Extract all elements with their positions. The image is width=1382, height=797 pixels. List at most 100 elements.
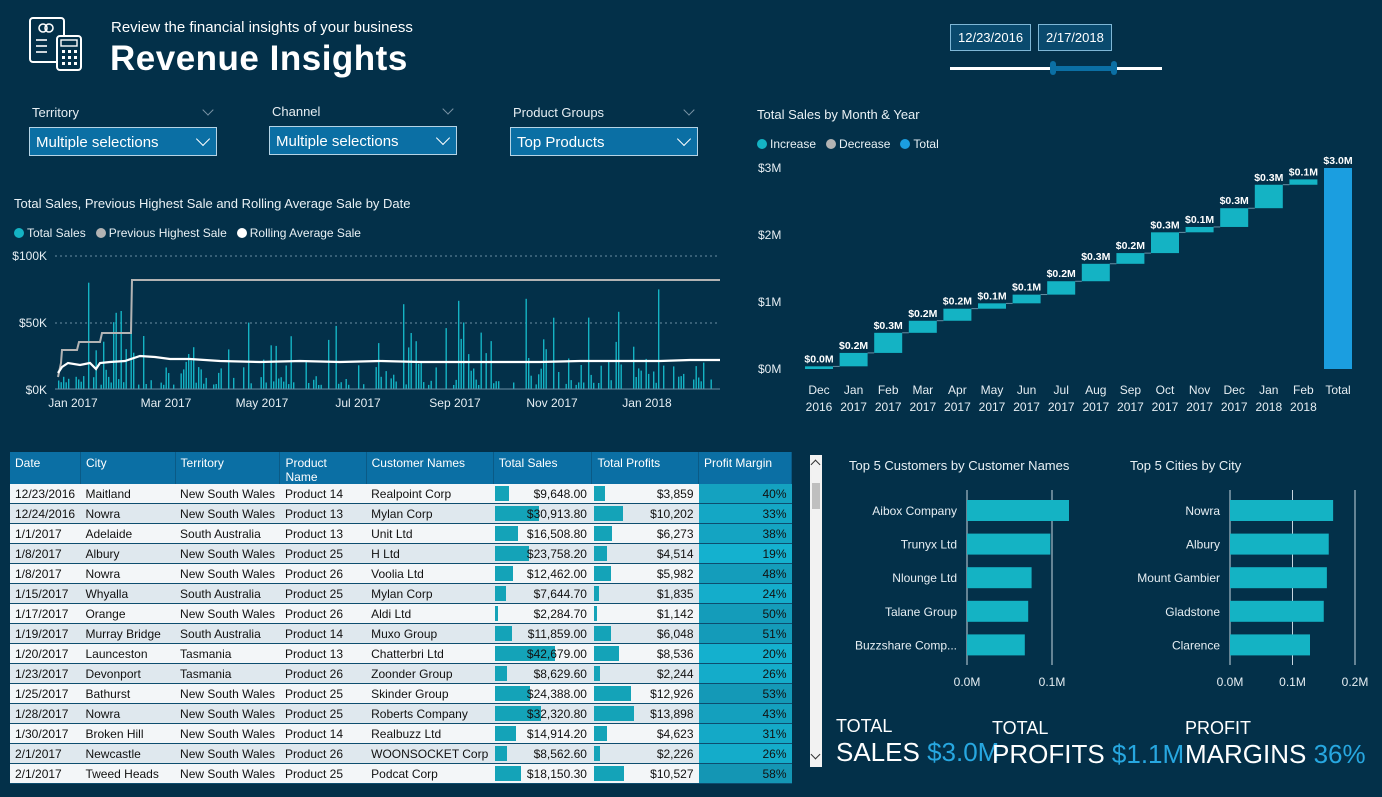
sales-spike [418,363,420,389]
col-city[interactable]: City [80,452,176,484]
table-row[interactable]: 1/25/2017 Bathurst New South Wales Product … [10,683,792,704]
profit-databar [593,606,598,621]
sales-spike [525,298,527,389]
table-row[interactable]: 1/1/2017 Adelaide South Australia Product 1… [10,523,792,544]
wf-increase-bar[interactable] [1012,294,1041,304]
date-end-input[interactable]: 2/17/2018 [1038,24,1112,51]
app-logo-icon [27,16,85,74]
bar[interactable] [967,533,1051,555]
wf-increase-bar[interactable] [839,352,868,367]
sales-spike [495,381,497,389]
scroll-thumb[interactable] [812,483,820,509]
bar[interactable] [967,500,1069,521]
product-groups-collapse-icon[interactable] [683,104,695,116]
table-cell: 50% [698,603,792,624]
top-cities-chart[interactable]: 0.0M 0.1M 0.2M Nowra Albury Mount Gambier Glad… [1110,480,1382,695]
table-row[interactable]: 1/17/2017 Orange New South Wales Product 26… [10,603,792,624]
col-date[interactable]: Date [10,452,81,484]
territory-collapse-icon[interactable] [202,104,214,116]
wf-increase-bar[interactable] [1151,232,1179,254]
wf-increase-bar[interactable] [1047,281,1076,295]
col-territory[interactable]: Territory [175,452,281,484]
slider-handle-start[interactable] [1050,61,1056,75]
table-row[interactable]: 1/30/2017 Broken Hill New South Wales Produ… [10,723,792,744]
date-start-input[interactable]: 12/23/2016 [950,24,1032,51]
table-row[interactable]: 1/8/2017 Nowra New South Wales Product 26 Vo… [10,563,792,584]
table-row[interactable]: 2/1/2017 Tweed Heads New South Wales Produc… [10,763,792,784]
legend-decrease[interactable]: Decrease [826,137,890,151]
bar[interactable] [967,634,1025,656]
sales-databar [495,726,517,741]
table-row[interactable]: 1/20/2017 Launceston Tasmania Product 13 Cha… [10,643,792,664]
col-profit-margin[interactable]: Profit Margin [698,452,792,484]
wf-x-year: 2017 [1082,400,1109,414]
channel-collapse-icon[interactable] [442,103,454,115]
wf-increase-bar[interactable] [978,303,1006,309]
x-tick-may-2017: May 2017 [236,396,289,410]
sales-spike [243,367,245,389]
table-row[interactable]: 1/19/2017 Murray Bridge South Australia Pro… [10,623,792,644]
sales-spike [545,349,547,389]
sales-spike [430,380,432,389]
table-cell: $30,913.80 [493,503,592,524]
sales-spike [185,361,187,389]
table-cell: New South Wales [175,503,280,524]
table-row[interactable]: 12/23/2016 Maitland New South Wales Product… [10,484,792,504]
bar[interactable] [967,567,1032,589]
territory-dropdown[interactable]: Multiple selections [29,127,217,156]
table-cell: South Australia [175,523,280,544]
sales-spike [190,360,192,389]
bar[interactable] [1230,634,1310,656]
wf-increase-bar[interactable] [1289,179,1318,185]
legend-total-sales[interactable]: Total Sales [14,226,86,240]
bar[interactable] [1230,533,1329,555]
wf-increase-bar[interactable] [805,366,833,369]
scroll-down-icon[interactable] [810,749,821,760]
legend-previous-highest[interactable]: Previous Highest Sale [95,226,227,240]
legend-rolling-average[interactable]: Rolling Average Sale [236,226,361,240]
wf-increase-bar[interactable] [874,332,903,353]
table-cell: Voolia Ltd [366,563,494,584]
col-total-sales[interactable]: Total Sales [493,452,593,484]
table-cell: 1/8/2017 [10,543,81,564]
product-groups-dropdown[interactable]: Top Products [510,127,698,156]
line-chart[interactable]: $100K $50K $0K Jan 2017 Mar 2017 May 201… [0,245,740,420]
table-cell: New South Wales [175,763,280,784]
wf-increase-bar[interactable] [943,308,972,321]
col-total-profits[interactable]: Total Profits [591,452,700,484]
slider-handle-end[interactable] [1111,61,1117,75]
top-customers-chart[interactable]: 0.0M 0.1M Aibox Company Trunyx Ltd Nlounge L… [840,480,1110,695]
table-row[interactable]: 1/15/2017 Whyalla South Australia Product 2… [10,583,792,604]
table-row[interactable]: 12/24/2016 Nowra New South Wales Product 13… [10,503,792,524]
scroll-up-icon[interactable] [810,459,821,470]
sales-spike [420,361,422,389]
table-row[interactable]: 1/8/2017 Albury New South Wales Product 25 H… [10,543,792,564]
wf-x-month: Jun [1017,383,1036,397]
legend-increase[interactable]: Increase [757,137,816,151]
wf-increase-bar[interactable] [1220,208,1249,227]
table-row[interactable]: 1/23/2017 Devonport Tasmania Product 26 Zoon… [10,663,792,684]
legend-total[interactable]: Total [900,137,939,151]
wf-increase-bar[interactable] [1081,263,1110,282]
date-range-slider[interactable] [950,61,1162,76]
sales-spike [68,378,70,389]
col-product-name[interactable]: Product Name [279,452,367,484]
table-scrollbar[interactable] [810,455,822,767]
bar[interactable] [1230,600,1324,622]
wf-increase-bar[interactable] [1254,184,1283,209]
table-cell: 1/25/2017 [10,683,81,704]
profit-databar [593,686,632,701]
col-customer-names[interactable]: Customer Names [366,452,494,484]
sales-spike [580,365,582,389]
table-row[interactable]: 1/28/2017 Nowra New South Wales Product 25 R… [10,703,792,724]
wf-total-bar[interactable] [1324,168,1352,369]
bar[interactable] [1230,567,1327,589]
channel-dropdown[interactable]: Multiple selections [269,126,457,155]
wf-increase-bar[interactable] [1116,253,1145,264]
bar[interactable] [967,600,1029,622]
table-row[interactable]: 2/1/2017 Newcastle New South Wales Product … [10,743,792,764]
waterfall-chart[interactable]: $3M $2M $1M $0M $0.0M Dec 2016 $0.2M Jan 2017… [750,155,1370,420]
wf-increase-bar[interactable] [1185,226,1214,233]
bar[interactable] [1230,500,1334,521]
wf-increase-bar[interactable] [908,320,937,333]
